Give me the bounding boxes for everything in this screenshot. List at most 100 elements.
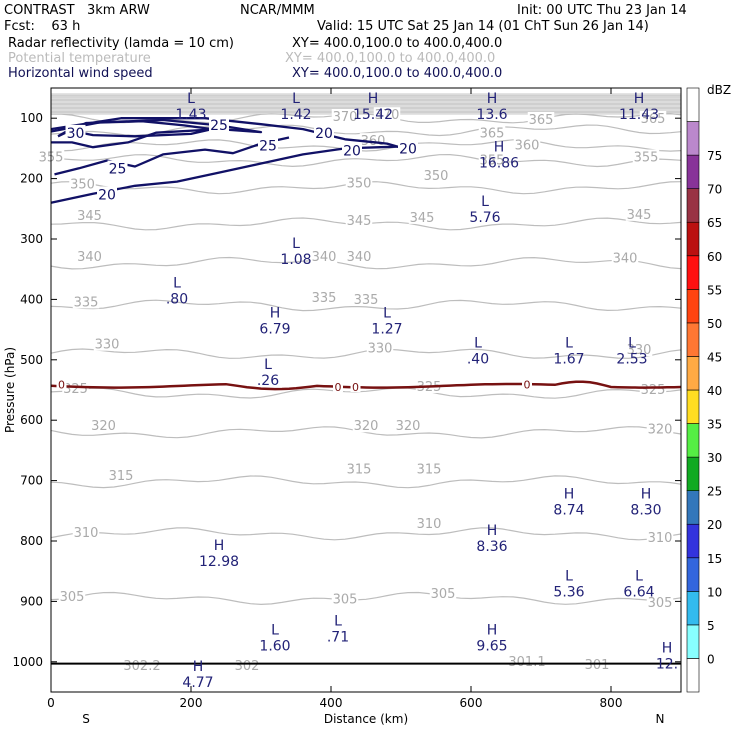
reflectivity-label-bg — [56, 378, 67, 390]
theta-label-bg — [310, 290, 338, 305]
extremum-value: 12.98 — [199, 554, 239, 570]
extremum-value: 12. — [656, 657, 678, 673]
reflectivity-contour-0 — [50, 380, 682, 391]
colorbar-label: 45 — [707, 350, 722, 364]
colorbar-swatch — [686, 87, 700, 122]
theta-contour-305 — [50, 591, 682, 606]
theta-label: 345 — [77, 209, 102, 224]
theta-label-bg — [352, 418, 380, 433]
extremum-value: 8.30 — [630, 503, 661, 519]
colorbar-swatch — [686, 221, 700, 257]
colorbar-swatch — [686, 121, 700, 156]
colorbar-swatch — [686, 188, 700, 223]
theta-label-bg — [373, 107, 401, 122]
forecast-hour: Fcst: 63 h — [4, 19, 81, 34]
theta-label: 315 — [109, 469, 134, 484]
extremum-value: 1.42 — [280, 107, 311, 123]
colorbar-label: 70 — [707, 183, 722, 197]
wind-label-bg — [398, 140, 418, 156]
extremum-value: 9.65 — [476, 639, 507, 655]
theta-label-bg — [646, 421, 674, 436]
y-tick-label: 900 — [20, 594, 43, 608]
extremum-value: 5.36 — [553, 584, 584, 600]
theta-label: 320 — [396, 419, 421, 434]
reflectivity-label: 0 — [352, 381, 359, 394]
reflectivity-label-bg — [333, 380, 343, 392]
theta-label-bg — [646, 595, 674, 610]
theta-label: 345 — [410, 211, 435, 226]
theta-label-bg — [639, 382, 667, 396]
theta-label: 302.2 — [123, 659, 160, 674]
y-tick-label: 400 — [20, 292, 43, 306]
wind-label: 25 — [210, 118, 228, 134]
theta-label-bg — [76, 208, 103, 223]
extremum-value: 1.08 — [280, 252, 311, 268]
theta-label-bg — [625, 342, 653, 357]
theta-label-bg — [58, 589, 86, 604]
theta-label-bg — [331, 108, 359, 123]
colorbar-swatch — [686, 591, 700, 626]
theta-label-bg — [352, 292, 380, 307]
colorbar-label: 10 — [707, 585, 722, 599]
theta-label-bg — [69, 176, 96, 191]
theta-label-bg — [345, 212, 373, 227]
field-theta-xy: XY= 400.0,100.0 to 400.0,400.0 — [285, 51, 496, 66]
model-title: CONTRAST 3km ARW — [4, 3, 150, 18]
extremum-high-marker: H — [193, 659, 204, 675]
end-label-south: S — [82, 712, 90, 726]
extremum-high-marker: H — [487, 623, 498, 639]
extremum-low-marker: L — [271, 623, 279, 639]
extremum-low-marker: L — [565, 568, 573, 584]
colorbar-label: 35 — [707, 418, 722, 432]
extremum-low-marker: L — [187, 91, 195, 107]
wind-label: 20 — [98, 188, 116, 204]
x-tick-label: 600 — [460, 696, 483, 710]
x-tick-label: 0 — [47, 696, 55, 710]
colorbar-swatch — [686, 154, 700, 189]
theta-contour-325 — [50, 387, 682, 399]
extremum-low-marker: L — [474, 336, 482, 352]
theta-label-bg — [121, 658, 163, 673]
y-tick-label: 1000 — [12, 655, 43, 669]
theta-label: 305 — [333, 593, 358, 608]
theta-contour-320 — [50, 426, 682, 439]
theta-contour-360 — [50, 139, 682, 152]
theta-label: 305 — [431, 587, 456, 602]
theta-label: 370 — [333, 110, 358, 125]
theta-contour-330 — [50, 348, 682, 359]
theta-label: 315 — [347, 463, 372, 478]
theta-label: 340 — [312, 250, 337, 265]
colorbar-label: 75 — [707, 149, 722, 163]
y-tick-label: 200 — [20, 172, 43, 186]
x-tick-label: 400 — [320, 696, 343, 710]
init-time: Init: 00 UTC Thu 23 Jan 14 — [517, 3, 687, 18]
extremum-low-marker: L — [565, 336, 573, 352]
field-reflectivity-name: Radar reflectivity (lamda = 10 cm) — [8, 36, 234, 51]
colorbar-label: 40 — [707, 384, 722, 398]
extremum-low-marker: L — [292, 236, 300, 252]
extremum-high-marker: H — [368, 91, 379, 107]
reflectivity-label: 0 — [58, 379, 65, 392]
extremum-high-marker: H — [487, 91, 498, 107]
theta-label: 340 — [613, 251, 638, 266]
theta-label: 302 — [235, 659, 260, 674]
colorbar-swatch — [686, 322, 700, 357]
colorbar-swatch — [686, 523, 700, 559]
extremum-value: 6.64 — [623, 584, 654, 600]
extremum-low-marker: L — [173, 275, 181, 291]
extremum-low-marker: L — [635, 568, 643, 584]
theta-label-bg — [415, 461, 443, 476]
theta-label: 305 — [648, 596, 673, 611]
theta-label: 315 — [417, 463, 442, 478]
y-tick-label: 300 — [20, 232, 43, 246]
theta-label: 330 — [95, 338, 120, 353]
theta-label-bg — [408, 209, 436, 224]
theta-label: 350 — [347, 176, 372, 191]
theta-label-bg — [90, 418, 117, 433]
field-wind-xy: XY= 400.0,100.0 to 400.0,400.0 — [292, 66, 503, 81]
reflectivity-label: 0 — [335, 381, 342, 394]
colorbar-label: 0 — [707, 652, 715, 666]
extremum-low-marker: L — [628, 336, 636, 352]
theta-label: 355 — [634, 150, 659, 165]
theta-label-bg — [478, 152, 506, 167]
